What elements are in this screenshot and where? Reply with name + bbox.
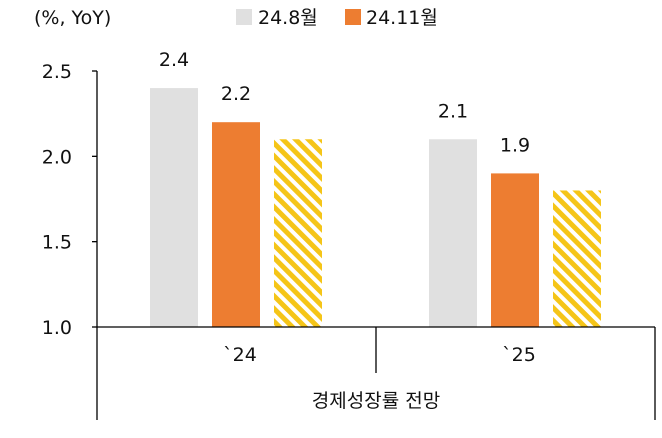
y-tick-label: 2.5 [42, 61, 72, 83]
plot-area: 2.4 2.1 2.2 1.9 1.0 1.5 2.0 2.5 `24 `25 경제성장률 전망 [42, 49, 656, 420]
unit-label: (%, YoY) [34, 7, 111, 29]
bar-series2-0 [274, 139, 322, 327]
legend-label-nov: 24.11월 [366, 7, 438, 29]
x-category-label: `25 [502, 344, 536, 366]
data-label-series1-0: 2.2 [221, 83, 251, 105]
legend-swatch-aug [236, 9, 252, 25]
data-label-series0-1: 2.1 [438, 100, 468, 122]
legend: 24.8월 24.11월 [236, 7, 438, 29]
x-category-label: `24 [223, 344, 257, 366]
bar-series0-1 [429, 139, 477, 327]
bar-series2-1 [553, 190, 601, 327]
group-label: 경제성장률 전망 [312, 390, 440, 412]
legend-swatch-nov [345, 9, 361, 25]
data-label-series1-1: 1.9 [500, 134, 530, 156]
bar-series1-1 [491, 173, 539, 327]
y-tick-label: 1.5 [42, 232, 72, 254]
data-label-series0-0: 2.4 [159, 49, 189, 71]
y-tick-label: 2.0 [42, 146, 72, 168]
legend-label-aug: 24.8월 [258, 7, 318, 29]
y-tick-label: 1.0 [42, 317, 72, 339]
bar-series0-0 [150, 88, 198, 327]
bar-series1-0 [212, 122, 260, 327]
